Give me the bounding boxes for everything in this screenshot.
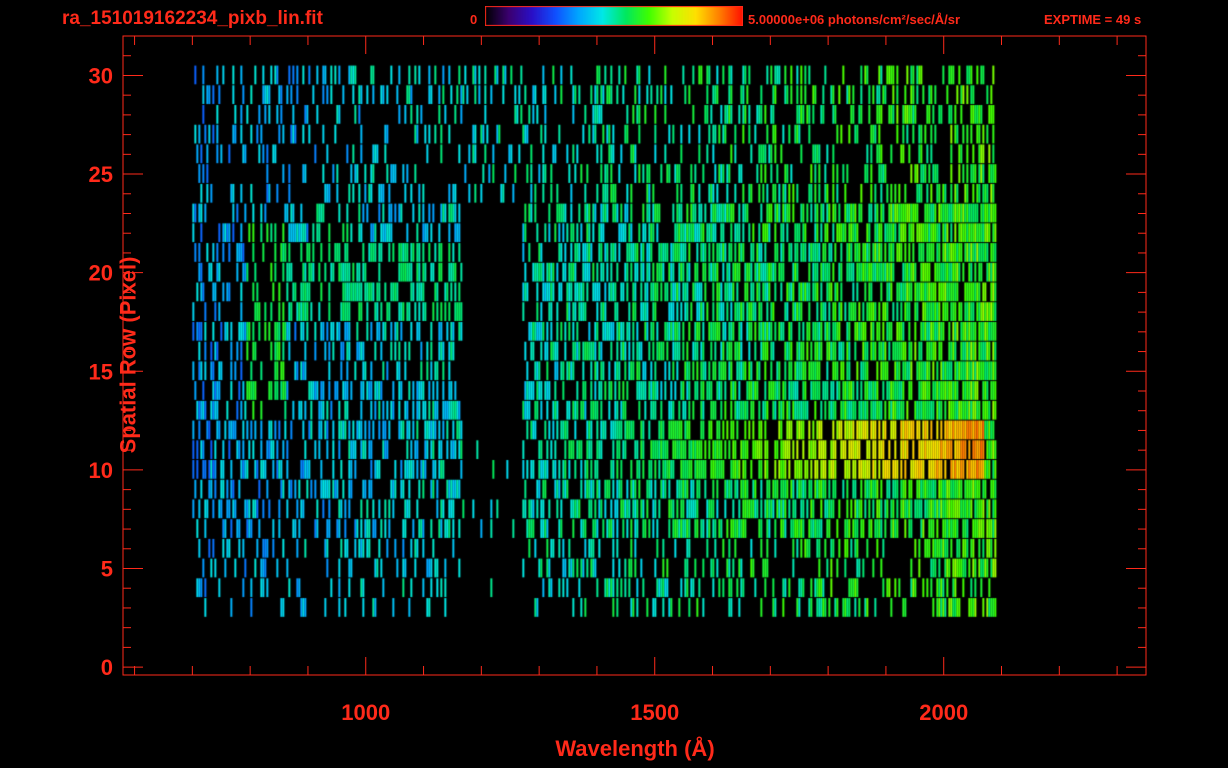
colorbar-min-label: 0 — [470, 12, 478, 27]
y-tick-label: 10 — [89, 458, 113, 483]
image-filename: ra_151019162234_pixb_lin.fit — [62, 8, 323, 29]
colorbar-max-label: 5.00000e+06 photons/cm²/sec/Å/sr — [748, 12, 961, 27]
plot-frame — [122, 35, 1147, 676]
y-axis-label: Spatial Row (Pixel) — [115, 256, 141, 454]
y-tick-label: 0 — [101, 655, 113, 680]
x-tick-label: 1500 — [630, 700, 679, 725]
x-tick-label: 2000 — [919, 700, 968, 725]
colorbar — [485, 6, 743, 26]
spectral-image — [123, 36, 1146, 675]
axis-ticks — [123, 36, 1146, 675]
x-axis-label: Wavelength (Å) — [555, 736, 715, 761]
axis-tick-labels: 1000 1500 2000 0 5 10 15 20 25 30 — [89, 63, 969, 725]
y-tick-label: 5 — [101, 557, 113, 582]
exptime-label: EXPTIME = 49 s — [1044, 12, 1142, 27]
y-tick-label: 30 — [89, 63, 113, 88]
y-tick-label: 15 — [89, 359, 113, 384]
y-tick-label: 20 — [89, 261, 113, 286]
y-tick-label: 25 — [89, 162, 113, 187]
x-tick-label: 1000 — [341, 700, 390, 725]
